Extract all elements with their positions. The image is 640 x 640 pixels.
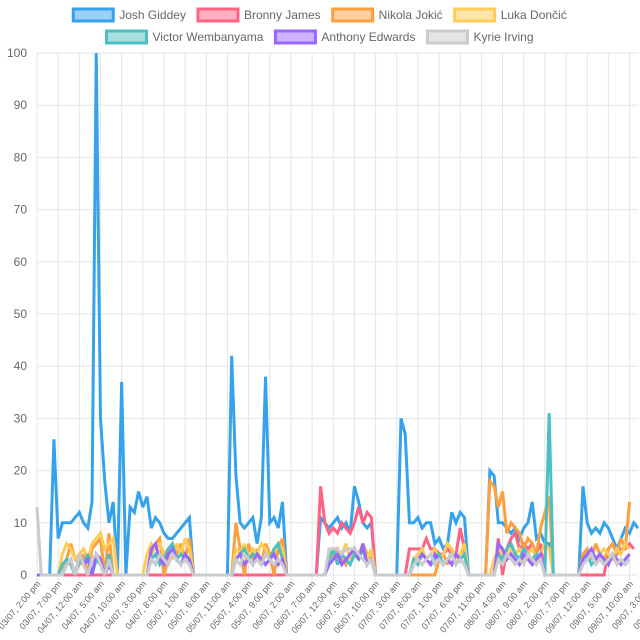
legend: Josh Giddey Bronny James Nikola Jokić Luka … [71, 7, 567, 45]
legend-item-anthony-edwards[interactable]: Anthony Edwards [273, 29, 415, 45]
y-tick-label: 10 [14, 516, 28, 530]
legend-swatch [196, 7, 240, 23]
y-tick-label: 70 [14, 203, 28, 217]
legend-label: Bronny James [244, 8, 321, 22]
y-tick-label: 20 [14, 464, 28, 478]
legend-swatch [453, 7, 497, 23]
series-line-kyrie-irving [35, 507, 631, 577]
y-tick-label: 40 [14, 359, 28, 373]
legend-swatch [425, 29, 469, 45]
legend-label: Luka Dončić [501, 8, 567, 22]
y-tick-label: 50 [14, 307, 28, 321]
legend-label: Kyrie Irving [473, 30, 533, 44]
y-tick-label: 60 [14, 255, 28, 269]
legend-item-victor-wembanyama[interactable]: Victor Wembanyama [104, 29, 264, 45]
y-tick-label: 0 [20, 568, 27, 582]
legend-swatch [331, 7, 375, 23]
legend-item-bronny-james[interactable]: Bronny James [196, 7, 321, 23]
y-tick-label: 100 [7, 46, 27, 60]
legend-swatch [273, 29, 317, 45]
legend-item-luka-doncic[interactable]: Luka Dončić [453, 7, 567, 23]
legend-label: Nikola Jokić [379, 8, 443, 22]
y-tick-label: 30 [14, 411, 28, 425]
legend-swatch [71, 7, 115, 23]
series-group [35, 52, 640, 577]
legend-item-josh-giddey[interactable]: Josh Giddey [71, 7, 186, 23]
legend-label: Victor Wembanyama [152, 30, 263, 44]
legend-swatch [104, 29, 148, 45]
legend-item-kyrie-irving[interactable]: Kyrie Irving [425, 29, 534, 45]
y-tick-label: 90 [14, 98, 28, 112]
legend-label: Josh Giddey [119, 8, 186, 22]
y-axis: 0 10 20 30 40 50 60 70 80 90 100 [7, 46, 27, 582]
legend-label: Anthony Edwards [321, 30, 415, 44]
y-tick-label: 80 [14, 150, 28, 164]
legend-item-nikola-jokic[interactable]: Nikola Jokić [331, 7, 443, 23]
